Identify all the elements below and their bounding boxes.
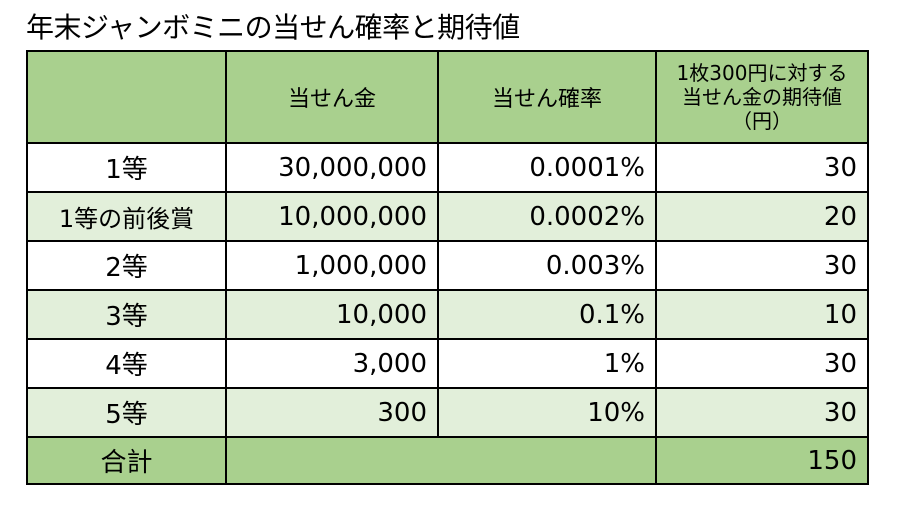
prize-grade: 2等 <box>26 240 227 291</box>
table-row: 3等 10,000 0.1% 10 <box>26 289 869 340</box>
prize-grade: 5等 <box>26 387 227 438</box>
expected-value: 30 <box>655 142 869 193</box>
expected-value: 30 <box>655 387 869 438</box>
table-row: 2等 1,000,000 0.003% 30 <box>26 240 869 291</box>
table-header-row: 当せん金 当せん確率 1枚300円に対する当せん金の期待値（円） <box>26 50 869 144</box>
prize-amount: 3,000 <box>225 338 439 389</box>
prize-grade: 3等 <box>26 289 227 340</box>
prize-grade: 1等の前後賞 <box>26 191 227 242</box>
expected-value: 10 <box>655 289 869 340</box>
table-row: 4等 3,000 1% 30 <box>26 338 869 389</box>
header-expected-value: 1枚300円に対する当せん金の期待値（円） <box>655 50 869 144</box>
prize-amount: 300 <box>225 387 439 438</box>
total-expected-value: 150 <box>655 436 869 485</box>
page-title: 年末ジャンボミニの当せん確率と期待値 <box>26 11 520 44</box>
prize-probability-table: 当せん金 当せん確率 1枚300円に対する当せん金の期待値（円） 1等 30,0… <box>26 50 869 485</box>
header-prize-amount: 当せん金 <box>225 50 439 144</box>
winning-probability: 0.0001% <box>437 142 657 193</box>
header-winning-probability: 当せん確率 <box>437 50 657 144</box>
prize-grade: 4等 <box>26 338 227 389</box>
table-row: 1等 30,000,000 0.0001% 30 <box>26 142 869 193</box>
winning-probability: 10% <box>437 387 657 438</box>
prize-grade: 1等 <box>26 142 227 193</box>
prize-amount: 30,000,000 <box>225 142 439 193</box>
total-empty-cell <box>225 436 657 485</box>
winning-probability: 0.0002% <box>437 191 657 242</box>
prize-amount: 10,000,000 <box>225 191 439 242</box>
prize-amount: 10,000 <box>225 289 439 340</box>
expected-value: 30 <box>655 240 869 291</box>
total-row: 合計 150 <box>26 436 869 485</box>
table-row: 5等 300 10% 30 <box>26 387 869 438</box>
winning-probability: 0.003% <box>437 240 657 291</box>
expected-value: 30 <box>655 338 869 389</box>
prize-amount: 1,000,000 <box>225 240 439 291</box>
winning-probability: 0.1% <box>437 289 657 340</box>
expected-value: 20 <box>655 191 869 242</box>
table-row: 1等の前後賞 10,000,000 0.0002% 20 <box>26 191 869 242</box>
winning-probability: 1% <box>437 338 657 389</box>
header-blank-cell <box>26 50 227 144</box>
total-label: 合計 <box>26 436 227 485</box>
